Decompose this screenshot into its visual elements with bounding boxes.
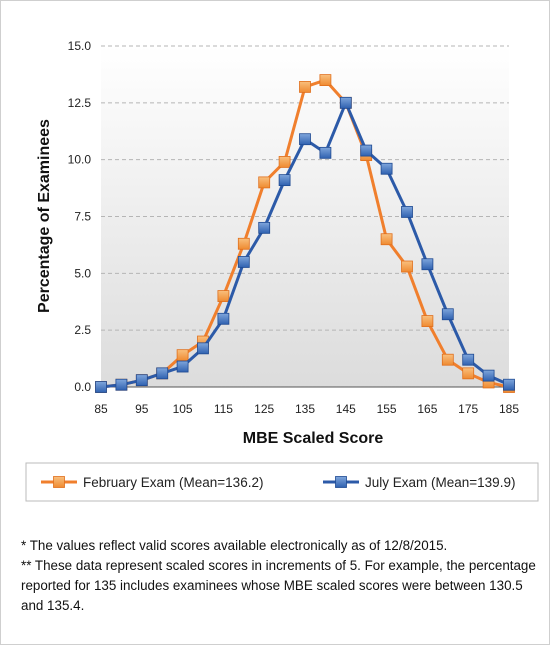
y-tick-label: 10.0 — [68, 153, 92, 167]
x-tick-label: 115 — [214, 402, 233, 416]
data-point — [278, 156, 291, 168]
data-point — [95, 381, 107, 393]
x-tick-label: 95 — [135, 402, 149, 416]
data-point — [421, 315, 434, 327]
legend: February Exam (Mean=136.2) July Exam (Mea… — [25, 462, 539, 502]
x-tick-label: 145 — [336, 402, 356, 416]
data-point — [482, 369, 495, 382]
data-point — [319, 146, 332, 159]
data-point — [299, 133, 311, 146]
data-point — [503, 378, 515, 391]
data-point — [258, 176, 271, 189]
x-tick-label: 165 — [417, 402, 437, 416]
legend-marker — [53, 476, 65, 488]
x-axis-title: MBE Scaled Score — [243, 430, 384, 447]
data-point — [278, 174, 291, 187]
y-tick-label: 12.5 — [68, 96, 92, 110]
data-point — [217, 290, 230, 302]
data-point — [299, 81, 311, 93]
data-point — [258, 221, 271, 234]
data-point — [380, 233, 393, 246]
data-point — [115, 378, 128, 391]
y-tick-label: 2.5 — [74, 323, 91, 337]
y-axis-title: Percentage of Examinees — [36, 119, 53, 313]
data-point — [462, 367, 475, 380]
data-point — [197, 342, 209, 355]
y-tick-label: 0.0 — [74, 380, 91, 394]
legend-marker — [335, 476, 347, 488]
data-point — [462, 353, 475, 366]
line-chart: 0.0 2.5 5.0 7.5 10.0 12.5 15.0 85 95 105 115 125 13… — [25, 39, 539, 502]
legend-item: July Exam (Mean=139.9) — [323, 475, 515, 490]
legend-box — [25, 462, 539, 502]
data-point — [339, 96, 352, 109]
series-group — [95, 74, 515, 393]
data-point — [401, 206, 413, 218]
data-point — [441, 353, 454, 366]
data-point — [176, 349, 189, 362]
data-point — [401, 260, 413, 273]
footnotes: * The values reflect valid scores availa… — [21, 536, 536, 616]
gridlines — [101, 45, 509, 388]
footnote-2: ** These data represent scaled scores in… — [21, 558, 536, 613]
data-point — [237, 256, 250, 268]
legend-label: July Exam (Mean=139.9) — [365, 475, 515, 490]
data-point — [441, 308, 454, 321]
y-tick-label: 7.5 — [74, 210, 91, 224]
x-tick-label: 105 — [173, 402, 193, 416]
x-tick-label: 125 — [254, 402, 274, 416]
legend-label: February Exam (Mean=136.2) — [83, 475, 263, 490]
data-point — [319, 74, 332, 86]
x-axis-ticks: 85 95 105 115 125 135 145 155 165 175 185 — [94, 402, 519, 416]
x-tick-label: 185 — [499, 402, 519, 416]
data-point — [156, 367, 169, 380]
x-tick-label: 85 — [94, 402, 108, 416]
data-point — [380, 162, 393, 175]
y-tick-label: 5.0 — [74, 266, 91, 280]
legend-item: February Exam (Mean=136.2) — [41, 475, 263, 490]
data-point — [135, 374, 148, 387]
y-tick-label: 15.0 — [68, 39, 92, 53]
footnote-1: * The values reflect valid scores availa… — [21, 538, 448, 553]
data-point — [421, 258, 434, 271]
x-tick-label: 155 — [377, 402, 397, 416]
x-tick-label: 135 — [295, 402, 315, 416]
data-point — [217, 312, 230, 325]
series-july — [95, 96, 515, 393]
data-point — [360, 144, 373, 157]
y-axis-ticks: 0.0 2.5 5.0 7.5 10.0 12.5 15.0 — [68, 39, 92, 394]
data-point — [237, 237, 250, 250]
data-point — [176, 360, 189, 373]
x-tick-label: 175 — [458, 402, 478, 416]
